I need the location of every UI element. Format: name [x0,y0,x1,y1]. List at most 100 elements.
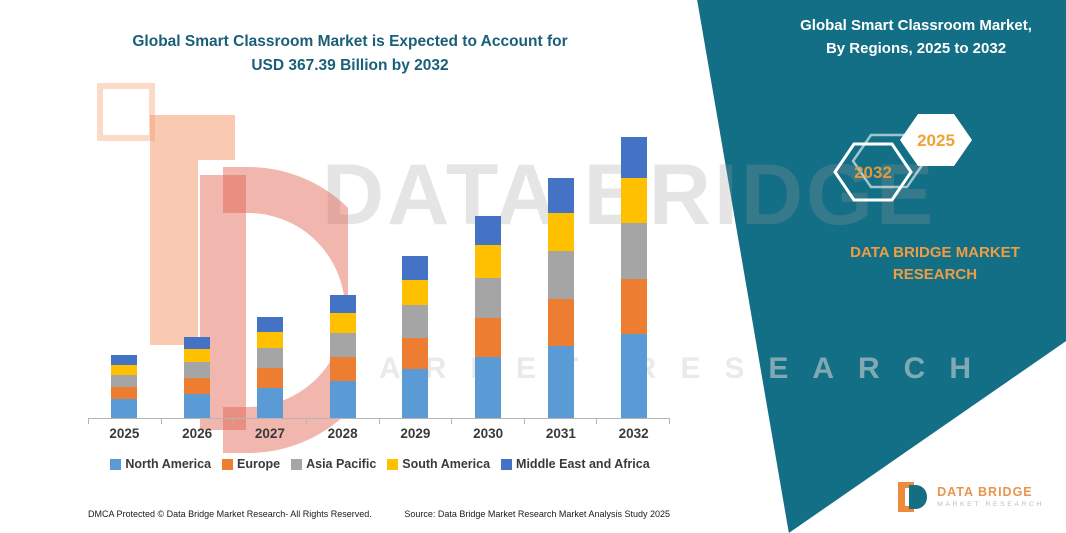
hexagon-2025-badge-icon [900,114,972,166]
legend-item-asia-pacific: Asia Pacific [291,457,376,471]
x-axis-label-2030: 2030 [473,426,504,441]
bar-group-2029 [379,130,452,418]
x-axis-labels: 2025 2026 2027 2028 2029 2030 2031 2032 [88,426,670,441]
x-axis-label-2028: 2028 [327,426,358,441]
bar-segment-middle-east-and-africa [111,355,138,365]
bar-segment-north-america [184,393,211,418]
axis-tick [525,419,598,424]
bar-group-2025 [88,130,161,418]
bar-segment-asia-pacific [402,305,429,338]
bar-segment-asia-pacific [329,332,356,358]
bar-segment-asia-pacific [256,347,283,369]
axis-tick [162,419,235,424]
axis-tick [452,419,525,424]
dbmr-logo: DATA BRIDGE MARKET RESEARCH [893,479,1044,515]
bar-segment-south-america [547,212,574,252]
bar-segment-asia-pacific [475,277,502,319]
bar-segment-north-america [620,333,647,418]
x-axis-label-2025: 2025 [109,426,140,441]
brand-name-line1: DATA BRIDGE MARKET [850,244,1020,261]
legend-label: Asia Pacific [306,457,377,471]
axis-tick [307,419,380,424]
dbmr-logo-name: DATA BRIDGE [937,484,1033,499]
bar-segment-north-america [111,399,138,418]
brand-name-line2: RESEARCH [892,265,978,283]
bar-segment-europe [111,387,138,400]
legend-swatch-icon [387,458,399,470]
bar-segment-south-america [184,348,211,362]
legend-label: Middle East and Africa [516,457,650,471]
bar-group-2031 [525,130,598,418]
brand-name: DATA BRIDGE MARKET RESEARCH [810,242,1060,286]
banner-title-line2: By Regions, 2025 to 2032 [825,40,1007,58]
legend-swatch-icon [222,458,234,470]
bar-segment-middle-east-and-africa [184,336,211,349]
hexagon-2025-label: 2025 [917,131,955,150]
stacked-bar-2030 [475,216,502,418]
legend-swatch-icon [291,458,303,470]
stacked-bar-2028 [329,295,356,418]
bar-segment-north-america [329,381,356,418]
footer: DMCA Protected © Data Bridge Market Rese… [88,509,670,519]
legend-label: Europe [237,457,281,471]
stacked-bar-2027 [256,317,283,418]
bar-group-2030 [452,130,525,418]
bar-segment-europe [620,278,647,334]
x-axis-label-2026: 2026 [182,426,213,441]
x-axis-label-2027: 2027 [254,426,285,441]
source-note: Source: Data Bridge Market Research Mark… [404,509,670,519]
bar-group-2026 [161,130,234,418]
bar-segment-asia-pacific [184,361,211,378]
banner-title-line1: Global Smart Classroom Market, [800,17,1032,34]
x-axis-label-2029: 2029 [400,426,431,441]
stacked-bar-2031 [547,178,574,418]
bar-segment-middle-east-and-africa [620,136,647,178]
bar-segment-middle-east-and-africa [402,256,429,280]
dbmr-logo-icon [898,482,928,512]
dbmr-logo-text: DATA BRIDGE MARKET RESEARCH [937,485,1044,509]
bar-segment-north-america [402,369,429,418]
bar-segment-europe [402,337,429,370]
legend-label: South America [402,457,491,471]
hexagon-2032-label: 2032 [854,163,892,182]
dbmr-logo-subname: MARKET RESEARCH [937,500,1044,508]
bar-segment-asia-pacific [111,374,138,388]
bar-group-2028 [306,130,379,418]
chart-title-line1: Global Smart Classroom Market is Expecte… [132,33,568,50]
bar-segment-south-america [475,245,502,278]
legend-item-europe: Europe [222,457,280,471]
bar-segment-north-america [547,346,574,418]
bar-segment-europe [329,357,356,382]
bar-segment-south-america [329,312,356,333]
background-watermark-subtext: MARKET RESEARCH [330,352,996,385]
legend-item-north-america: North America [110,457,211,471]
year-hexagon-badges: 2032 2025 [833,114,972,202]
legend-swatch-icon [501,458,513,470]
x-axis-label-2031: 2031 [545,426,576,441]
bar-segment-north-america [475,357,502,418]
chart-title-line2: USD 367.39 Billion by 2032 [251,57,449,75]
bar-segment-europe [475,318,502,358]
bar-segment-middle-east-and-africa [329,295,356,313]
stacked-bar-2025 [111,355,138,418]
chart-title: Global Smart Classroom Market is Expecte… [110,30,590,78]
axis-tick [88,419,162,424]
bar-group-2032 [597,130,670,418]
legend-swatch-icon [110,458,122,470]
bar-segment-middle-east-and-africa [547,178,574,213]
stacked-bar-chart [88,130,670,419]
dbmr-logo-watermark-icon [97,83,348,453]
stacked-bar-2026 [184,336,211,418]
legend-item-middle-east-and-africa: Middle East and Africa [501,457,650,471]
x-axis-label-2032: 2032 [618,426,649,441]
bar-segment-europe [184,377,211,394]
axis-tick [234,419,307,424]
bar-segment-south-america [111,364,138,375]
bar-segment-europe [547,299,574,346]
bar-segment-south-america [402,279,429,306]
chart-legend: North America Europe Asia Pacific South Ame… [60,457,700,471]
stacked-bar-2032 [620,136,647,418]
axis-tick [597,419,670,424]
banner-title: Global Smart Classroom Market, By Region… [770,14,1062,61]
